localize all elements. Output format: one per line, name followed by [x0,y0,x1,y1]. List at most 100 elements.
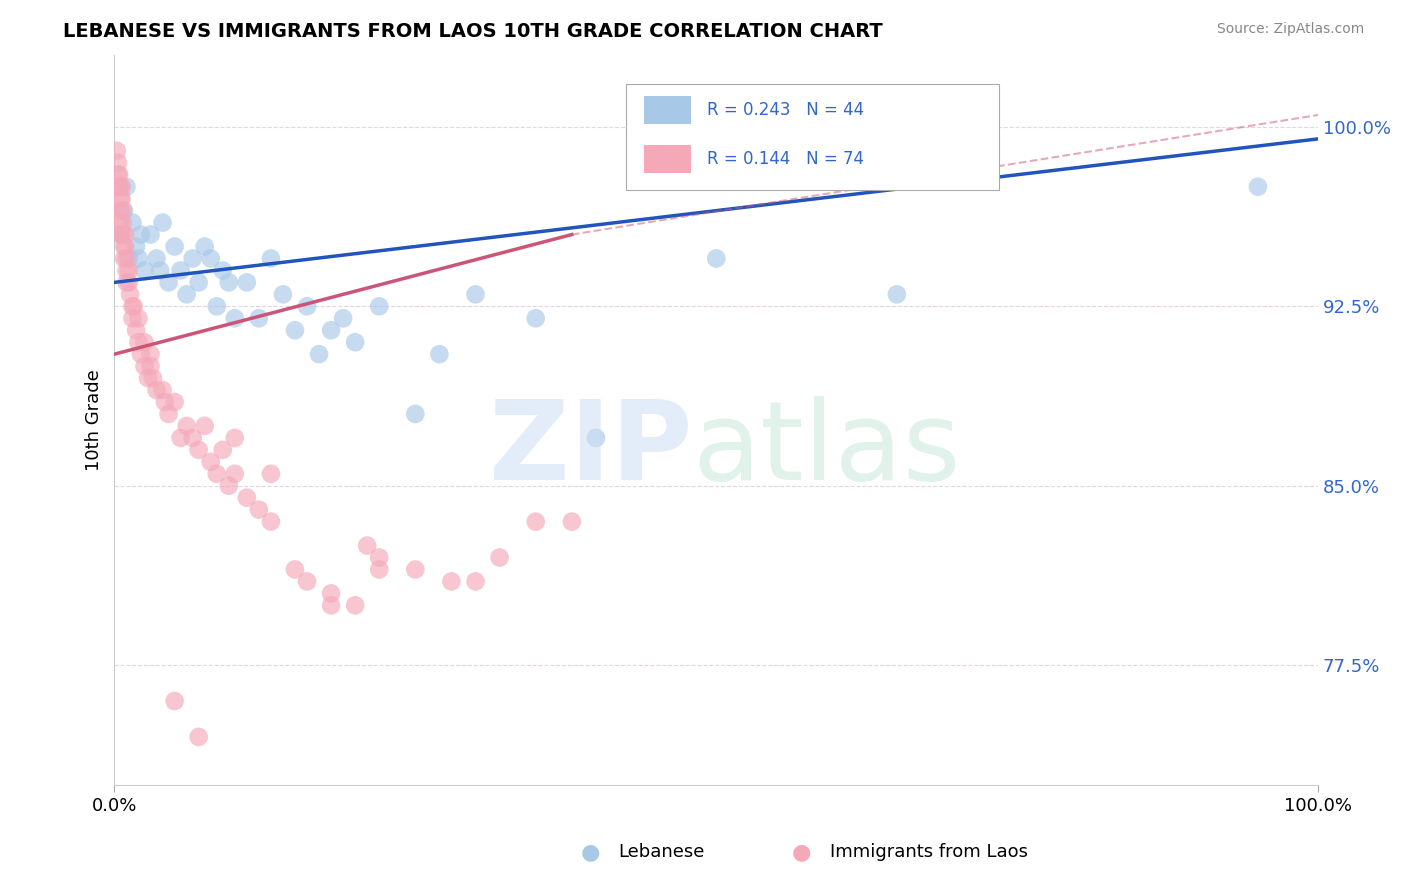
Text: ●: ● [792,842,811,862]
Point [284,562,307,576]
Point [153,395,176,409]
Point [429,347,451,361]
Point [111,216,134,230]
Point [120,287,142,301]
Point [218,479,240,493]
Point [114,239,136,253]
Point [187,730,209,744]
Point [125,323,148,337]
Point [169,431,191,445]
Point [319,586,342,600]
Point [114,227,136,242]
Point [134,263,156,277]
Point [118,263,141,277]
Point [115,252,138,266]
Point [115,263,138,277]
Point [308,347,330,361]
FancyBboxPatch shape [644,145,690,173]
Text: Source: ZipAtlas.com: Source: ZipAtlas.com [1216,22,1364,37]
Point [111,179,134,194]
Text: R = 0.144   N = 74: R = 0.144 N = 74 [707,150,863,168]
Point [107,168,129,182]
Point [129,227,152,242]
Point [152,216,174,230]
Point [332,311,354,326]
Point [440,574,463,589]
Point [112,252,135,266]
Point [260,467,283,481]
Point [127,252,149,266]
Point [110,227,132,242]
Text: ●: ● [581,842,600,862]
Point [107,155,129,169]
Point [136,371,159,385]
Point [110,192,132,206]
Point [247,502,270,516]
Point [121,299,143,313]
FancyBboxPatch shape [644,96,690,125]
Point [194,418,217,433]
Point [176,418,198,433]
Point [145,383,167,397]
Point [271,287,294,301]
Point [704,252,727,266]
Text: atlas: atlas [692,396,960,502]
Point [169,263,191,277]
Point [121,311,143,326]
Point [110,227,132,242]
Point [194,239,217,253]
Point [319,323,342,337]
Point [111,192,134,206]
Point [368,550,391,565]
Point [127,311,149,326]
Point [125,239,148,253]
Point [200,455,222,469]
Point [368,299,391,313]
Point [524,311,547,326]
Point [218,276,240,290]
Point [108,179,131,194]
Point [404,407,426,421]
Point [112,203,135,218]
Point [152,383,174,397]
Point [524,515,547,529]
Point [344,335,367,350]
Point [105,144,128,158]
Point [115,276,138,290]
Point [142,371,165,385]
Point [284,323,307,337]
Point [260,515,283,529]
Point [181,252,204,266]
Point [149,263,172,277]
Text: LEBANESE VS IMMIGRANTS FROM LAOS 10TH GRADE CORRELATION CHART: LEBANESE VS IMMIGRANTS FROM LAOS 10TH GR… [63,22,883,41]
Point [295,299,318,313]
Point [211,263,233,277]
Point [134,335,156,350]
Point [561,515,583,529]
Point [163,395,186,409]
Point [368,562,391,576]
Point [110,216,132,230]
Point [205,299,228,313]
Point [115,179,138,194]
Point [108,168,131,182]
Point [139,359,162,373]
Point [1247,179,1270,194]
Text: Immigrants from Laos: Immigrants from Laos [830,843,1028,861]
Point [224,467,246,481]
Point [139,347,162,361]
Point [236,276,259,290]
Point [134,359,156,373]
Point [145,252,167,266]
Point [187,442,209,457]
FancyBboxPatch shape [626,85,1000,190]
Text: R = 0.243   N = 44: R = 0.243 N = 44 [707,101,863,120]
Point [344,599,367,613]
Point [122,299,145,313]
Point [211,442,233,457]
Point [111,203,134,218]
Point [236,491,259,505]
Point [112,239,135,253]
Point [157,276,180,290]
Point [488,550,510,565]
